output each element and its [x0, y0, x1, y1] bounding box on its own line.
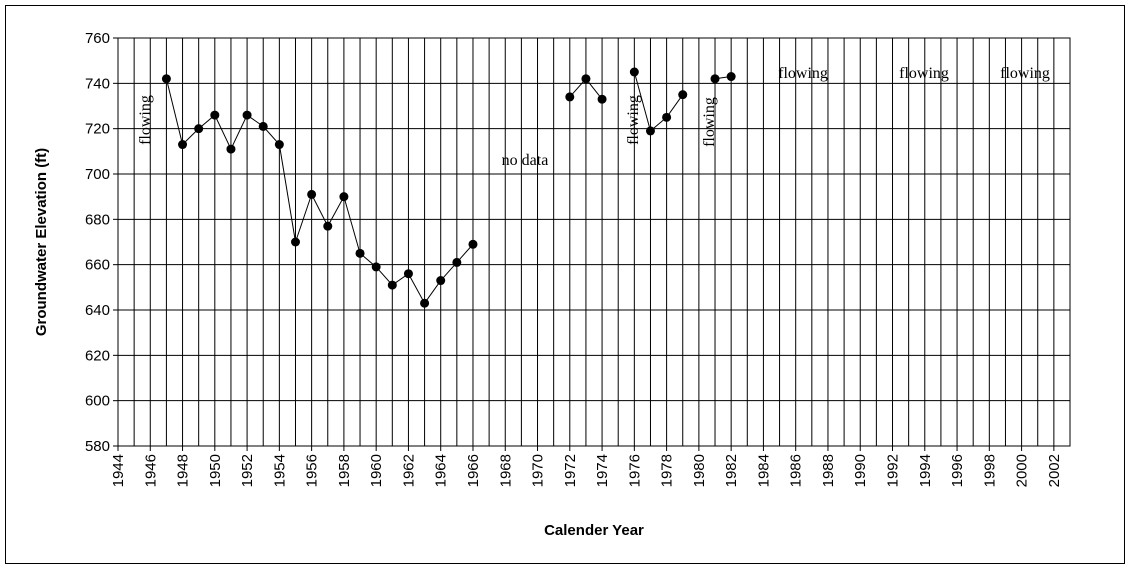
- x-tick-label: 1968: [497, 454, 514, 487]
- data-point: [258, 121, 268, 131]
- data-point: [597, 94, 607, 104]
- x-axis-label: Calender Year: [544, 522, 644, 539]
- data-point: [581, 74, 591, 84]
- x-tick-label: 1958: [336, 454, 353, 487]
- x-tick-label: 1974: [594, 454, 611, 487]
- y-tick-label: 620: [85, 347, 110, 364]
- annotation: flowing: [625, 95, 642, 145]
- x-tick-label: 1966: [465, 454, 482, 487]
- y-tick-label: 760: [85, 30, 110, 47]
- data-point: [436, 276, 446, 286]
- annotation: flowing: [899, 65, 949, 82]
- x-tick-label: 2000: [1014, 454, 1031, 487]
- y-axis-label: Groundwater Elevation (ft): [33, 148, 50, 336]
- data-point: [726, 72, 736, 82]
- data-point: [226, 144, 236, 154]
- data-point: [307, 189, 317, 199]
- data-point: [371, 262, 381, 272]
- y-tick-label: 700: [85, 166, 110, 183]
- y-tick-label: 600: [85, 393, 110, 410]
- x-tick-label: 1952: [239, 454, 256, 487]
- data-point: [387, 280, 397, 290]
- x-tick-label: 1980: [691, 454, 708, 487]
- annotation: no data: [502, 152, 549, 169]
- x-tick-label: 1990: [852, 454, 869, 487]
- x-tick-label: 1996: [949, 454, 966, 487]
- x-tick-label: 1944: [110, 454, 127, 487]
- x-tick-label: 1948: [175, 454, 192, 487]
- data-point: [355, 248, 365, 258]
- data-point: [242, 110, 252, 120]
- data-point: [290, 237, 300, 247]
- annotation: flowing: [137, 95, 154, 145]
- data-point: [645, 126, 655, 136]
- data-point: [274, 140, 284, 150]
- data-point: [565, 92, 575, 102]
- data-point: [339, 192, 349, 202]
- x-tick-label: 1954: [271, 454, 288, 487]
- data-point: [629, 67, 639, 77]
- annotation: flowing: [778, 65, 828, 82]
- y-tick-label: 640: [85, 302, 110, 319]
- x-tick-label: 1970: [530, 454, 547, 487]
- x-tick-label: 2002: [1046, 454, 1063, 487]
- x-tick-label: 1994: [917, 454, 934, 487]
- annotation: flowing: [701, 97, 718, 147]
- x-tick-label: 1976: [626, 454, 643, 487]
- y-tick-label: 740: [85, 75, 110, 92]
- data-point: [662, 112, 672, 122]
- data-point: [420, 298, 430, 308]
- x-tick-label: 1988: [820, 454, 837, 487]
- data-point: [323, 221, 333, 231]
- y-tick-label: 720: [85, 121, 110, 138]
- x-tick-label: 1972: [562, 454, 579, 487]
- y-tick-label: 660: [85, 257, 110, 274]
- data-point: [678, 90, 688, 100]
- data-point: [178, 140, 188, 150]
- x-tick-label: 1962: [400, 454, 417, 487]
- x-tick-label: 1984: [755, 454, 772, 487]
- x-tick-label: 1992: [885, 454, 902, 487]
- data-point: [452, 257, 462, 267]
- x-tick-label: 1978: [659, 454, 676, 487]
- x-tick-label: 1986: [788, 454, 805, 487]
- x-tick-label: 1982: [723, 454, 740, 487]
- x-tick-label: 1956: [304, 454, 321, 487]
- x-tick-label: 1998: [981, 454, 998, 487]
- plot-frame: [117, 37, 1071, 447]
- chart-frame: [5, 5, 1125, 564]
- data-point: [403, 269, 413, 279]
- data-point: [194, 124, 204, 134]
- annotation: flowing: [1000, 65, 1050, 82]
- data-point: [710, 74, 720, 84]
- data-point: [161, 74, 171, 84]
- y-tick-label: 580: [85, 438, 110, 455]
- x-tick-label: 1946: [142, 454, 159, 487]
- y-tick-label: 680: [85, 211, 110, 228]
- x-tick-label: 1950: [207, 454, 224, 487]
- x-tick-label: 1964: [433, 454, 450, 487]
- data-point: [468, 239, 478, 249]
- data-point: [210, 110, 220, 120]
- x-tick-label: 1960: [368, 454, 385, 487]
